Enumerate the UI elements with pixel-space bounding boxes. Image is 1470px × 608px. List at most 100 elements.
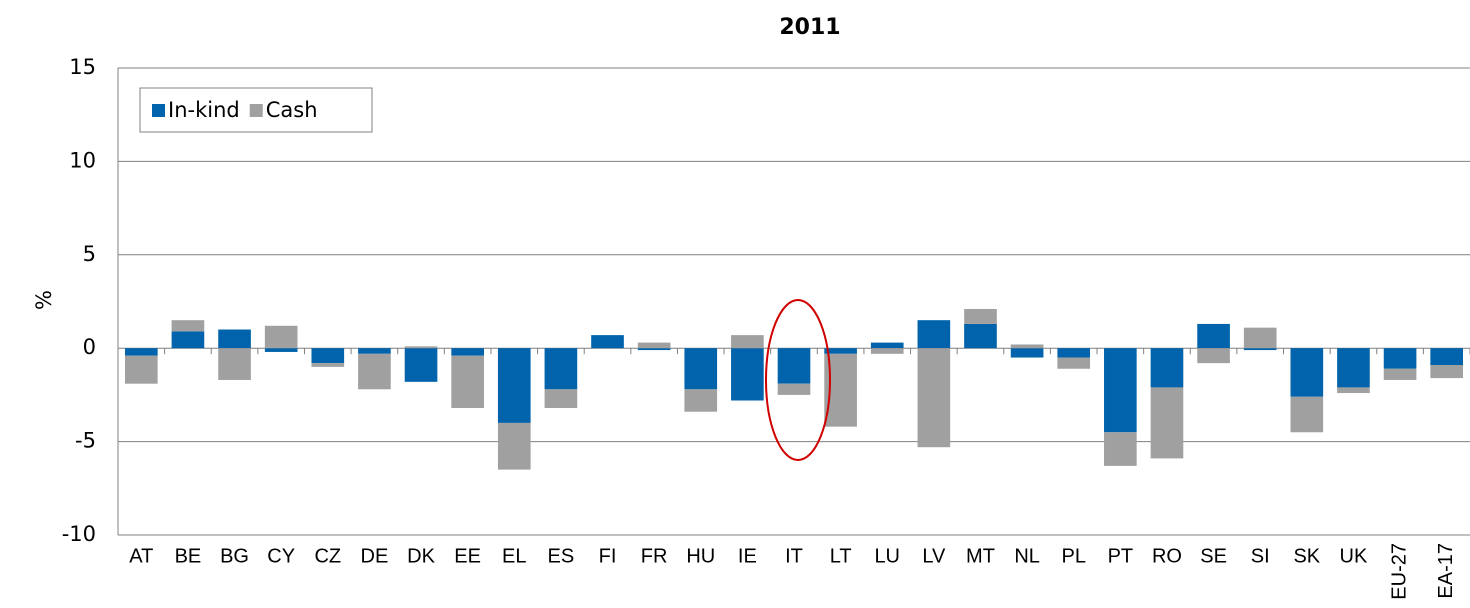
bar: [1243, 327, 1277, 349]
y-tick-label: 15: [69, 55, 96, 79]
bar: [1150, 348, 1184, 388]
bar: [1383, 368, 1417, 380]
x-tick-label: NL: [1014, 545, 1040, 567]
chart-title: 2011: [779, 15, 840, 40]
x-tick-label: MT: [966, 545, 995, 567]
highlight-ellipse: [765, 299, 831, 461]
bar: [964, 323, 997, 349]
bar: [1197, 323, 1230, 349]
legend-swatch: [249, 104, 263, 117]
x-tick-label: FI: [599, 545, 617, 567]
bar: [777, 383, 811, 395]
bar: [171, 320, 205, 332]
bar: [218, 348, 251, 380]
bar: [311, 348, 345, 364]
y-tick-label: 0: [83, 335, 96, 359]
bar: [824, 348, 857, 354]
bar: [1430, 348, 1464, 366]
x-tick-label: RO: [1152, 545, 1182, 567]
bar: [870, 348, 904, 354]
x-tick-label: EA-17: [1435, 543, 1457, 599]
bar: [124, 355, 158, 384]
bar: [544, 348, 578, 390]
bar: [1430, 365, 1464, 379]
bar: [404, 346, 438, 349]
bar: [591, 335, 624, 349]
bar: [1010, 344, 1044, 349]
x-tick-label: LT: [830, 545, 852, 567]
bar: [1197, 348, 1230, 364]
bar: [451, 348, 484, 356]
bar: [964, 308, 997, 324]
x-tick-label: CY: [267, 545, 295, 567]
bar: [1243, 348, 1277, 351]
legend-label: Cash: [266, 98, 318, 122]
y-tick-label: -5: [75, 429, 96, 453]
x-tick-label: SK: [1293, 545, 1320, 567]
x-tick-label: UK: [1340, 545, 1368, 567]
x-tick-label: DE: [361, 545, 389, 567]
x-tick-label: BG: [220, 545, 249, 567]
x-tick-label: EE: [454, 545, 481, 567]
bar: [731, 348, 764, 401]
legend-swatch: [152, 104, 165, 117]
x-tick-label: EU-27: [1388, 543, 1410, 600]
x-tick-label: EL: [502, 545, 526, 567]
bar: [1104, 348, 1137, 433]
bar: [637, 348, 671, 351]
x-tick-label: FR: [641, 545, 668, 567]
bar: [1337, 387, 1370, 394]
x-tick-label: CZ: [314, 545, 341, 567]
bar: [917, 348, 951, 448]
bar: [1010, 348, 1044, 358]
bar: [684, 389, 718, 412]
y-tick-label: 10: [69, 148, 96, 172]
y-tick-label: -10: [62, 522, 96, 546]
bar: [1150, 387, 1184, 459]
x-tick-label: PL: [1061, 545, 1085, 567]
bar: [358, 353, 391, 390]
x-tick-label: SE: [1200, 545, 1227, 567]
bar: [218, 329, 251, 349]
bar: [358, 348, 391, 354]
x-tick-label: LV: [922, 545, 946, 567]
bar: [870, 342, 904, 349]
bar: [311, 363, 345, 367]
bar: [731, 335, 764, 349]
bar: [264, 325, 298, 349]
bar: [497, 422, 531, 470]
bar: [1057, 348, 1091, 358]
legend-label: In-kind: [168, 98, 240, 122]
x-tick-label: BE: [175, 545, 202, 567]
x-tick-label: ES: [548, 545, 575, 567]
x-tick-label: HU: [686, 545, 715, 567]
bar: [497, 348, 531, 423]
bar: [544, 389, 578, 408]
bar: [171, 331, 205, 349]
bar: [637, 342, 671, 349]
x-tick-label: AT: [129, 545, 153, 567]
y-axis-label: %: [32, 290, 56, 310]
bar: [451, 355, 484, 408]
bar: [124, 348, 158, 356]
bar: [1290, 396, 1324, 433]
bar: [684, 348, 718, 390]
x-tick-label: LU: [874, 545, 900, 567]
x-tick-label: SI: [1251, 545, 1270, 567]
x-tick-label: DK: [407, 545, 435, 567]
legend: In-kind Cash: [139, 87, 373, 133]
bar: [1104, 432, 1137, 466]
y-tick-label: 5: [83, 242, 96, 266]
bar: [1383, 348, 1417, 369]
bar: [1290, 348, 1324, 397]
x-tick-label: IE: [738, 545, 757, 567]
bar: [404, 348, 438, 382]
bar: [1337, 348, 1370, 388]
bar: [264, 348, 298, 352]
bar: [917, 320, 951, 349]
bar: [1057, 357, 1091, 369]
bar: [777, 348, 811, 384]
x-tick-label: IT: [785, 545, 803, 567]
x-tick-label: PT: [1108, 545, 1134, 567]
